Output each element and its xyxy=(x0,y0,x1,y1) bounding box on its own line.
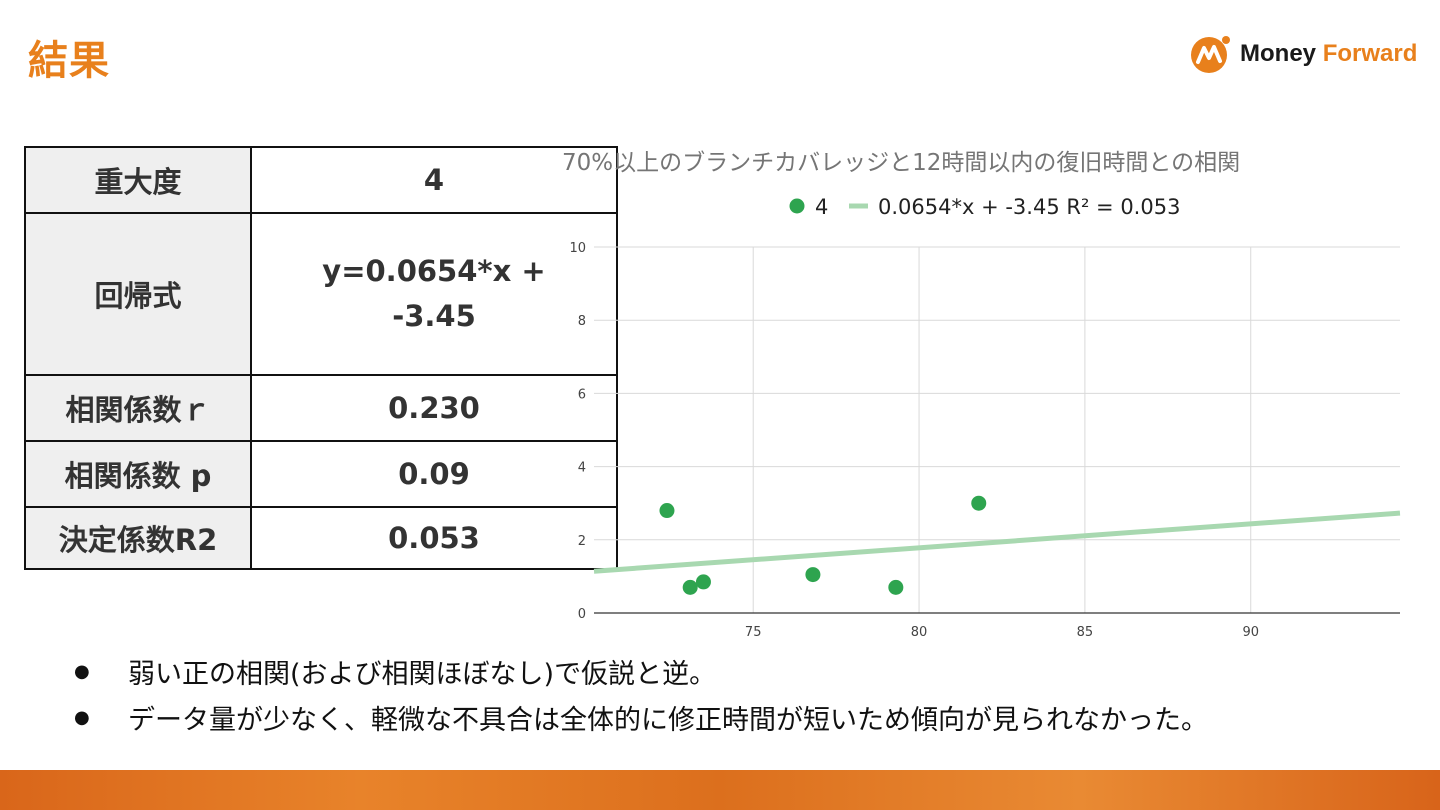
bullet-icon: ● xyxy=(74,706,90,728)
x-tick-label: 75 xyxy=(745,625,762,640)
list-item: ● 弱い正の相関(および相関ほぼなし)で仮説と逆。 xyxy=(70,648,1208,694)
table-key-cell: 重大度 xyxy=(24,146,252,214)
table-row: 回帰式 y=0.0654*x + -3.45 xyxy=(24,212,618,376)
legend-label-trendline: 0.0654*x + -3.45 R² = 0.053 xyxy=(878,195,1180,219)
scatter-chart: 70%以上のブランチカバレッジと12時間以内の復旧時間との相関 0 2 4 6 8 10 7… xyxy=(552,138,1432,648)
table-value-cell: y=0.0654*x + -3.45 xyxy=(250,212,618,376)
table-row: 相関係数 p 0.09 xyxy=(24,440,618,508)
bullet-text: データ量が少なく、軽微な不具合は全体的に修正時間が短いため傾向が見られなかった。 xyxy=(128,704,1208,736)
y-tick-label: 10 xyxy=(569,241,586,256)
results-table: 重大度 4 回帰式 y=0.0654*x + -3.45 相関係数ｒ 0.230… xyxy=(24,146,618,570)
legend-label-series: 4 xyxy=(815,195,828,219)
table-key-cell: 相関係数ｒ xyxy=(24,374,252,442)
data-point xyxy=(805,567,821,583)
table-key-cell: 決定係数R2 xyxy=(24,506,252,570)
footer-decoration-band xyxy=(0,770,1440,810)
logo-word-forward: Forward xyxy=(1322,40,1418,67)
data-point xyxy=(682,579,698,595)
table-row: 重大度 4 xyxy=(24,146,618,214)
table-row: 相関係数ｒ 0.230 xyxy=(24,374,618,442)
x-tick-label: 80 xyxy=(911,625,928,640)
table-row: 決定係数R2 0.053 xyxy=(24,506,618,570)
y-tick-label: 4 xyxy=(578,461,586,476)
table-value-cell: 0.053 xyxy=(250,506,618,570)
y-tick-label: 2 xyxy=(578,534,586,549)
money-forward-logo: Money Forward xyxy=(1190,34,1417,74)
y-tick-label: 6 xyxy=(578,387,586,402)
money-forward-logo-icon xyxy=(1191,36,1230,73)
list-item: ● データ量が少なく、軽微な不具合は全体的に修正時間が短いため傾向が見られなかっ… xyxy=(70,694,1208,740)
bullet-text: 弱い正の相関(および相関ほぼなし)で仮説と逆。 xyxy=(128,658,717,690)
x-tick-label: 85 xyxy=(1077,625,1094,640)
chart-plot: 0 2 4 6 8 10 75 80 85 90 4 0.0654*x + -3.45 R² = 0.… xyxy=(569,195,1401,640)
logo-word-money: Money xyxy=(1240,40,1317,67)
data-point xyxy=(888,579,904,595)
trendline xyxy=(593,510,1401,574)
table-key-cell: 回帰式 xyxy=(24,212,252,376)
data-point xyxy=(659,503,675,519)
chart-title: 70%以上のブランチカバレッジと12時間以内の復旧時間との相関 xyxy=(562,150,1241,176)
table-key-cell: 相関係数 p xyxy=(24,440,252,508)
y-tick-label: 0 xyxy=(578,607,586,622)
table-value-cell: 0.230 xyxy=(250,374,618,442)
slide-title: 結果 xyxy=(28,38,110,84)
y-tick-label: 8 xyxy=(578,314,586,329)
data-point xyxy=(971,495,987,511)
table-value-cell: 4 xyxy=(250,146,618,214)
table-value-cell: 0.09 xyxy=(250,440,618,508)
bullet-icon: ● xyxy=(74,660,90,682)
x-tick-label: 90 xyxy=(1242,625,1259,640)
bullet-list: ● 弱い正の相関(および相関ほぼなし)で仮説と逆。 ● データ量が少なく、軽微な… xyxy=(70,648,1208,740)
legend-marker-series xyxy=(789,198,805,214)
data-point xyxy=(695,574,711,590)
